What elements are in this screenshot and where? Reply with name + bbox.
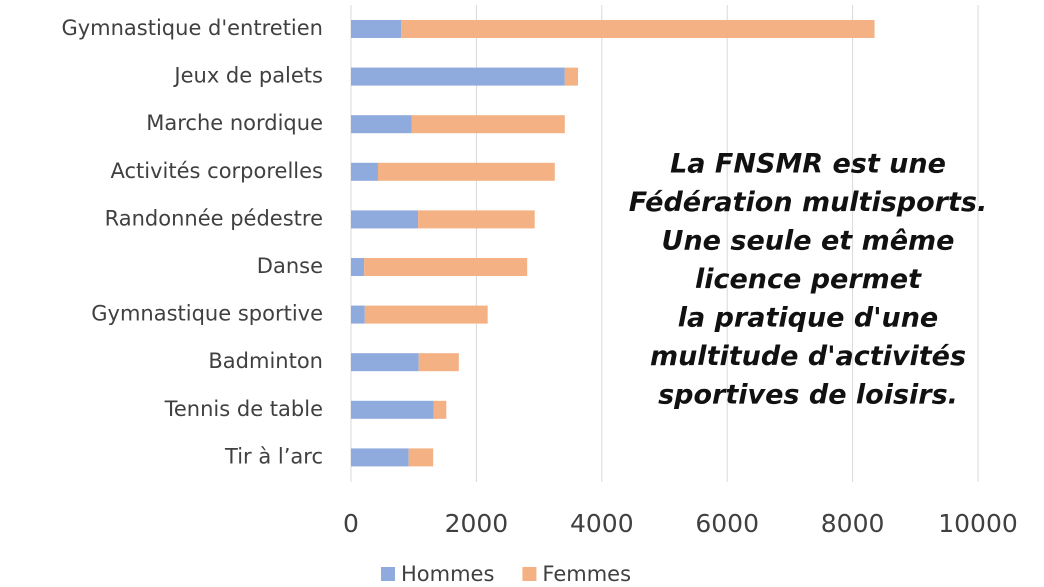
annotation: licence permet — [695, 264, 922, 295]
bar-segment — [351, 115, 412, 133]
x-tick-label: 10000 — [938, 509, 1018, 538]
y-tick-label: Gymnastique sportive — [91, 302, 323, 326]
annotation: multitude d'activités — [650, 341, 966, 372]
bar-segment — [351, 353, 419, 371]
y-tick-label: Marche nordique — [146, 111, 323, 135]
y-tick-label: Randonnée pédestre — [105, 206, 323, 230]
bar-segment — [419, 353, 459, 371]
bar-segment — [351, 163, 378, 181]
bar-segment — [565, 68, 578, 86]
legend-label: Femmes — [542, 562, 631, 586]
bar-segment — [365, 306, 488, 324]
bar-segment — [409, 448, 433, 466]
bar-segment — [418, 210, 535, 228]
page: {"chart_data": {"type": "stacked-barh", … — [0, 0, 1044, 587]
x-tick-label: 6000 — [695, 509, 759, 538]
bar-segment — [351, 448, 409, 466]
y-tick-label: Badminton — [208, 349, 323, 373]
annotation: la pratique d'une — [678, 303, 939, 334]
legend-swatch — [522, 567, 536, 581]
bar-segment — [412, 115, 565, 133]
bar-segment — [364, 258, 527, 276]
annotation: La FNSMR est une — [670, 149, 946, 180]
bar-segment — [351, 20, 401, 38]
annotation: sportives de loisirs. — [658, 380, 958, 411]
bar-segment — [351, 306, 365, 324]
y-tick-label: Tennis de table — [164, 397, 323, 421]
y-tick-label: Jeux de palets — [172, 64, 323, 88]
bar-segment — [351, 258, 364, 276]
bar-segment — [351, 401, 434, 419]
y-tick-label: Danse — [257, 254, 323, 278]
y-tick-label: Gymnastique d'entretien — [61, 16, 323, 40]
bar-segment — [351, 210, 418, 228]
x-tick-label: 0 — [343, 509, 359, 538]
legend-swatch — [381, 567, 395, 581]
x-tick-label: 8000 — [821, 509, 885, 538]
bar-segment — [401, 20, 874, 38]
chart: 0 2000 4000 6000 8000 10000 Gymnastique d'entr… — [0, 0, 1044, 587]
x-tick-label: 4000 — [570, 509, 634, 538]
bar-segment — [378, 163, 555, 181]
legend-label: Hommes — [401, 562, 494, 586]
annotation: Une seule et même — [662, 226, 955, 257]
x-tick-label: 2000 — [445, 509, 509, 538]
bar-segment — [434, 401, 447, 419]
annotation: Fédération multisports. — [629, 187, 987, 218]
bar-segment — [351, 68, 565, 86]
y-tick-label: Activités corporelles — [111, 159, 323, 183]
y-tick-label: Tir à l’arc — [224, 444, 323, 468]
